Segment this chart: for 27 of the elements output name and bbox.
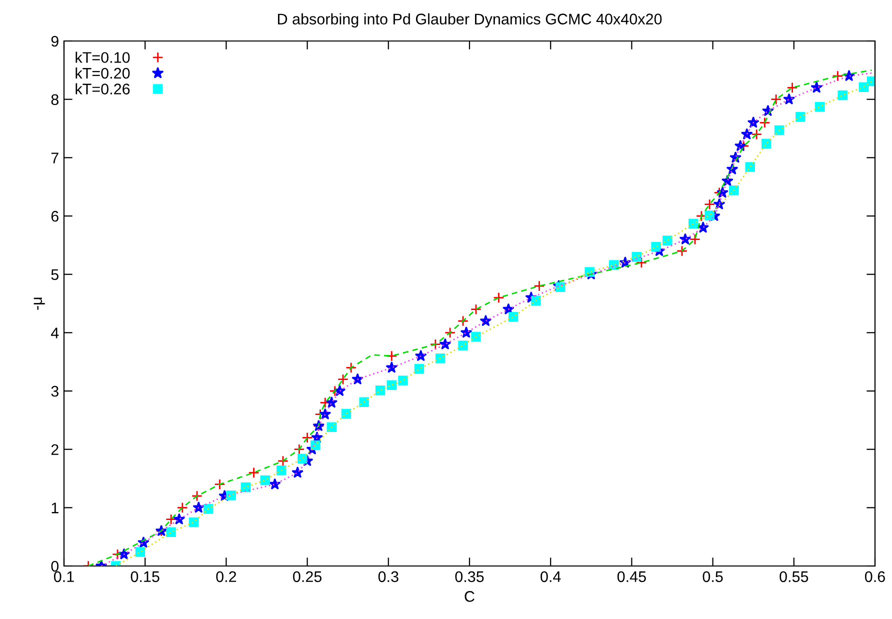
y-tick-label: 1 (52, 502, 58, 514)
y-tick-label: 3 (51, 386, 58, 397)
y-tick-label: 6 (51, 210, 58, 222)
x-tick-label: 0.4 (540, 571, 561, 582)
x-axis-title: C (464, 591, 474, 602)
x-tick-label: 0.25 (293, 571, 322, 582)
x-tick-label: 0.1 (54, 571, 74, 582)
x-tick-label: 0.5 (702, 571, 723, 582)
chart-title: D absorbing into Pd Glauber Dynamics GCMC 40x40x20 (278, 13, 662, 28)
y-tick-label: 9 (51, 36, 58, 47)
legend-label: kT=0.20 (76, 67, 130, 79)
x-tick-label: 0.45 (617, 571, 646, 582)
y-tick-label: 7 (51, 152, 58, 164)
x-tick-label: 0.2 (216, 571, 236, 582)
y-axis-title: -μ (34, 298, 45, 310)
x-tick-label: 0.6 (864, 571, 885, 582)
legend-label: kT=0.10 (76, 52, 130, 63)
x-tick-label: 0.3 (378, 571, 398, 582)
y-tick-label: 5 (51, 269, 58, 280)
y-tick-label: 0 (51, 560, 59, 572)
y-tick-label: 4 (50, 328, 59, 338)
x-tick-label: 0.15 (130, 571, 160, 582)
legend-label: kT=0.26 (76, 83, 130, 94)
x-tick-label: 0.35 (455, 571, 484, 582)
x-tick-label: 0.55 (780, 571, 808, 582)
y-tick-label: 8 (51, 94, 58, 106)
y-tick-label: 2 (51, 444, 58, 455)
